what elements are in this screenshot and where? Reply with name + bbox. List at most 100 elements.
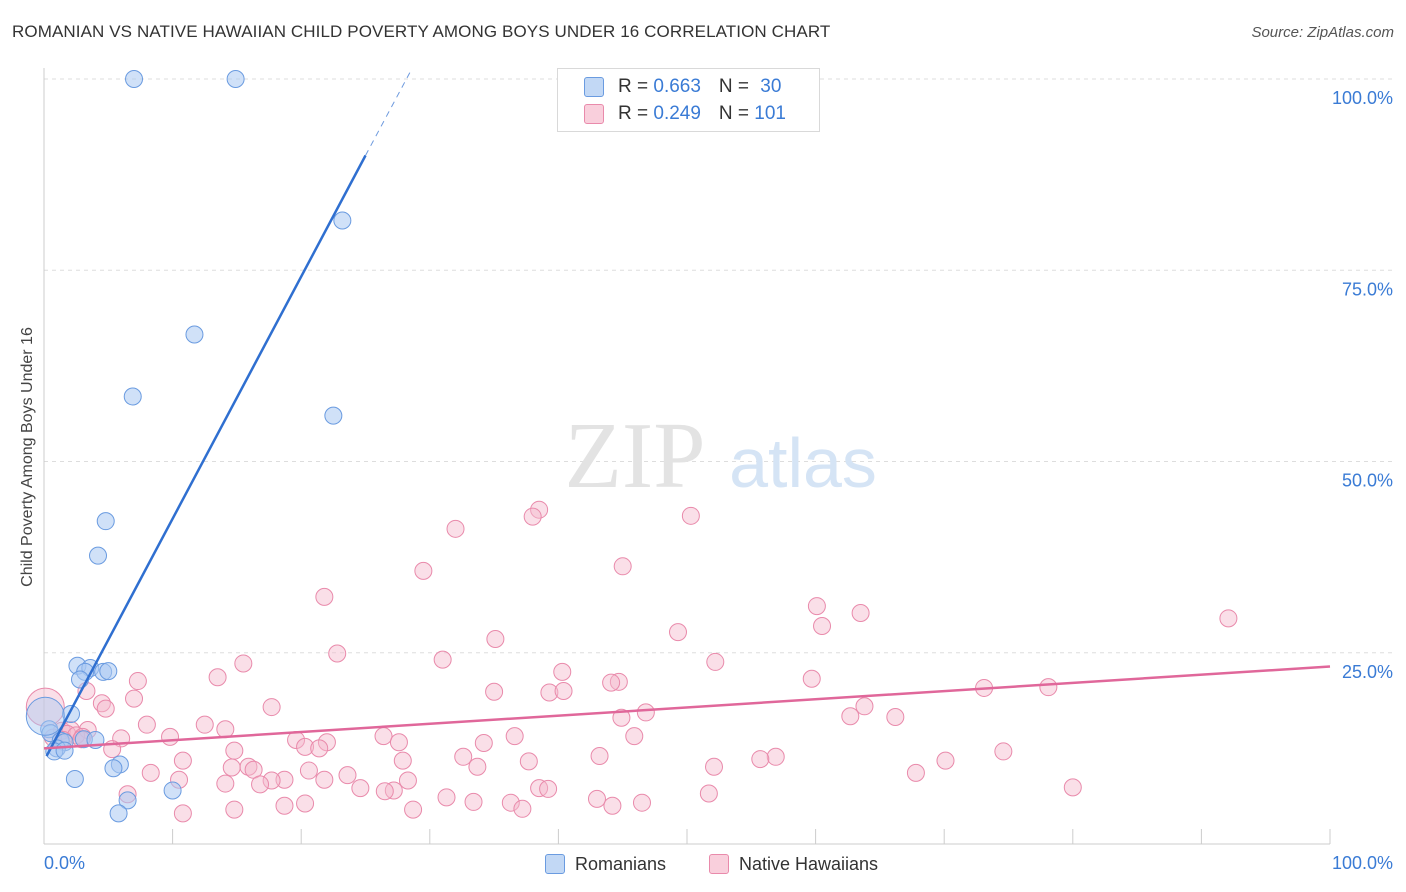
native-hawaiian-point [216, 774, 235, 793]
source-credit: Source: ZipAtlas.com [1251, 24, 1394, 41]
native-hawaiian-point [315, 770, 334, 789]
legend-swatch-native-hawaiians [584, 104, 604, 124]
native-hawaiian-point [161, 727, 180, 746]
legend-r-value: 0.663 [653, 76, 701, 97]
native-hawaiian-point [315, 587, 334, 606]
romanian-point [55, 741, 74, 760]
bottom-legend-label-romanians: Romanians [575, 853, 667, 874]
bottom-legend-native-hawaiians: Native Hawaiians [709, 852, 878, 876]
native-hawaiian-point [807, 597, 826, 616]
native-hawaiian-point [296, 794, 315, 813]
legend-r-label: R = [618, 103, 654, 124]
native-hawaiian-point [699, 784, 718, 803]
y-tick-label: 75.0% [1342, 279, 1393, 299]
native-hawaiian-point [216, 720, 235, 739]
romanian-trend-extension [365, 71, 411, 156]
y-tick-label: 50.0% [1342, 471, 1393, 491]
native-hawaiian-point [613, 557, 632, 576]
native-hawaiian-point [310, 739, 329, 758]
native-hawaiian-point [296, 737, 315, 756]
romanian-point [65, 769, 84, 788]
romanian-point [185, 325, 204, 344]
native-hawaiian-point [128, 672, 147, 691]
native-hawaiian-points [25, 500, 1238, 823]
legend-n-value: 101 [754, 103, 786, 124]
y-tick-label: 25.0% [1342, 662, 1393, 682]
native-hawaiian-point [519, 752, 538, 771]
native-hawaiian-point [275, 796, 294, 815]
native-hawaiian-point [530, 500, 549, 519]
trend-lines [43, 71, 1331, 757]
native-hawaiian-point [234, 654, 253, 673]
native-hawaiian-point [251, 775, 270, 794]
legend-n-label: N = [718, 103, 755, 124]
romanian-point [123, 387, 142, 406]
native-hawaiian-point [351, 779, 370, 798]
native-hawaiian-point [328, 644, 347, 663]
native-hawaiian-point [590, 747, 609, 766]
bottom-legend-label-native-hawaiians: Native Hawaiians [739, 853, 879, 874]
native-hawaiian-point [141, 763, 160, 782]
native-hawaiian-point [540, 683, 559, 702]
romanian-point [324, 406, 343, 425]
native-hawaiian-point [125, 689, 144, 708]
native-hawaiian-point [802, 669, 821, 688]
romanian-point [104, 759, 123, 778]
native-hawaiian-point [681, 506, 700, 525]
native-hawaiian-point [609, 672, 628, 691]
native-hawaiian-point [173, 804, 192, 823]
native-hawaiian-point [539, 779, 558, 798]
native-hawaiian-point [404, 800, 423, 819]
native-hawaiian-point [813, 616, 832, 635]
watermark-atlas: atlas [729, 424, 877, 502]
watermark: ZIP atlas [565, 404, 877, 508]
native-hawaiian-point [446, 519, 465, 538]
native-hawaiian-point [173, 751, 192, 770]
native-hawaiian-point [485, 682, 504, 701]
native-hawaiian-point [299, 761, 318, 780]
romanian-point [333, 211, 352, 230]
legend-n-value: 30 [760, 76, 782, 97]
native-hawaiian-point [553, 662, 572, 681]
native-hawaiian-point [474, 734, 493, 753]
native-hawaiian-point [602, 673, 621, 692]
romanian-point [96, 512, 115, 531]
native-hawaiian-point [437, 788, 456, 807]
bottom-legend-swatch-native-hawaiians [709, 854, 729, 874]
native-hawaiian-point [841, 707, 860, 726]
legend-n-label: N = [718, 76, 755, 97]
native-hawaiian-point [668, 623, 687, 642]
native-hawaiian-point [375, 782, 394, 801]
legend-r-label: R = [618, 76, 654, 97]
native-hawaiian-point [384, 781, 403, 800]
x-tick-label: 0.0% [44, 853, 85, 873]
native-hawaiian-point [374, 727, 393, 746]
native-hawaiian-point [398, 771, 417, 790]
native-hawaiian-point [225, 741, 244, 760]
native-hawaiian-point [751, 750, 770, 769]
native-hawaiian-point [393, 751, 412, 770]
romanian-point-large [25, 696, 65, 736]
legend-swatch-romanians [584, 77, 604, 97]
native-hawaiian-point [705, 757, 724, 776]
native-hawaiian-point [706, 652, 725, 671]
native-hawaiian-point [195, 715, 214, 734]
native-hawaiian-point [603, 796, 622, 815]
native-hawaiian-point [587, 789, 606, 808]
native-hawaiian-point [414, 561, 433, 580]
romanian-point [163, 781, 182, 800]
romanian-trend-line [45, 154, 367, 757]
y-tick-label: 100.0% [1332, 88, 1393, 108]
legend-row-romanians: R = 0.663 N = 30 [584, 74, 781, 100]
gridlines [44, 78, 1392, 654]
romanian-point [226, 70, 245, 88]
native-hawaiian-point [612, 708, 631, 727]
bottom-legend-romanians: Romanians [545, 852, 666, 876]
native-hawaiian-point [96, 699, 115, 718]
native-hawaiian-point [886, 708, 905, 727]
native-hawaiian-point [636, 703, 655, 722]
native-hawaiian-point [468, 757, 487, 776]
native-hawaiian-point [936, 751, 955, 770]
native-hawaiian-point [262, 698, 281, 717]
